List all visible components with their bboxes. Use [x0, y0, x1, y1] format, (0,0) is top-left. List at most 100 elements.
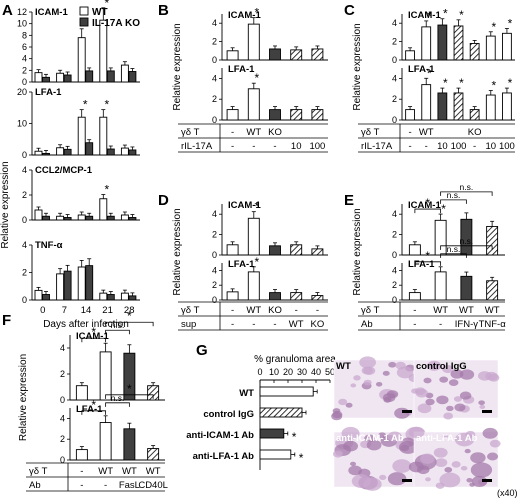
subplot-title: LFA-1: [408, 64, 435, 75]
table-cell: -: [408, 127, 411, 138]
bar-F-3: [147, 448, 160, 461]
table-cell: WT: [419, 127, 434, 138]
panel-B-1-ytick-label: 4: [212, 73, 217, 83]
panel-a-0-ytick-label: 2: [22, 65, 27, 75]
histology-texture: [454, 432, 475, 447]
legend-ko-swatch: [79, 17, 89, 27]
bar-D-3: [290, 244, 303, 256]
histology-texture: [420, 453, 435, 464]
bar-WT: [120, 292, 129, 301]
subplot-title: ICAM-1: [408, 10, 441, 21]
table-cell: 10: [437, 141, 448, 152]
panel-letter-B: B: [158, 2, 169, 19]
bar-IL-17A KO: [85, 265, 94, 301]
category-label: control IgG: [203, 409, 254, 420]
bar-WT: [56, 72, 65, 83]
histology-texture: [395, 361, 406, 370]
bar-G-0: [259, 386, 314, 397]
bar-IL-17A KO: [106, 294, 115, 301]
histology-texture: [446, 405, 454, 412]
bar-C-3: [453, 25, 464, 61]
histology-texture: [425, 477, 431, 482]
subplot-title: LFA-1: [408, 259, 435, 270]
histology-texture: [425, 398, 435, 406]
histology-texture: [363, 379, 372, 386]
table-cell: WT: [122, 466, 137, 477]
bracket-label: *: [91, 325, 96, 339]
histology-texture: [411, 388, 419, 394]
panel-a-2-ytick-label: 4: [22, 165, 27, 175]
significance-star: *: [254, 255, 259, 269]
histology-texture: [394, 407, 410, 419]
bar-F-1: [99, 351, 112, 401]
bar-D-0: [226, 244, 239, 256]
table-cell: 100: [451, 141, 467, 152]
table-cell: WT: [289, 319, 304, 330]
bar-C-2: [437, 24, 448, 61]
histology-texture: [479, 404, 486, 409]
bar-WT: [77, 116, 86, 156]
significance-star: *: [459, 76, 464, 90]
histology-texture: [396, 366, 414, 379]
table-cell: -: [231, 141, 234, 152]
panel-F-0-ytick-label: 4: [60, 343, 65, 353]
significance-star: *: [443, 7, 448, 21]
significance-bracket: [440, 199, 467, 204]
bar-B-0: [226, 50, 239, 61]
panel-D-1-ytick-label: 4: [212, 265, 217, 275]
panel-letter-C: C: [344, 2, 355, 19]
bracket-label: *: [425, 249, 430, 263]
panel-D-1-ytick-label: 2: [212, 280, 217, 290]
bar-IL-17A KO: [106, 148, 115, 156]
table-row-label: sup: [181, 319, 196, 330]
bracket-label: *: [127, 309, 132, 323]
bar-B-0: [226, 109, 239, 121]
bar-B-2: [269, 109, 281, 121]
bar-WT: [120, 214, 129, 221]
magnification-label: (x40): [497, 488, 518, 498]
table-cell: CD40L: [138, 480, 168, 491]
panel-a-3-ytick-label: 2: [22, 268, 27, 278]
table-cell: -: [473, 141, 476, 152]
histology-texture: [442, 364, 454, 374]
panel-a-subplot-title: LFA-1: [35, 87, 62, 98]
bar-WT: [34, 289, 43, 301]
histology-texture: [470, 452, 486, 464]
bar-B-3: [290, 109, 303, 121]
panel-C-0-ytick-label: 2: [392, 37, 397, 47]
bar-WT: [34, 209, 43, 221]
histology-texture: [423, 377, 432, 384]
table-cell: WT: [146, 466, 161, 477]
bracket-label: n.s.: [447, 190, 461, 200]
histology-label: WT: [336, 361, 351, 372]
significance-star: *: [508, 76, 513, 90]
table-cell: -: [439, 319, 442, 330]
significance-star: *: [491, 79, 496, 93]
bar-E-2: [460, 275, 473, 301]
panel-E-1-ytick-label: 2: [392, 280, 397, 290]
panel-a-0-ytick-label: 12: [17, 7, 27, 17]
scale-bar: [482, 479, 492, 482]
histology-texture: [448, 379, 459, 387]
bar-WT: [77, 37, 86, 83]
histology-texture: [453, 396, 462, 402]
significance-bracket: [440, 191, 493, 196]
panel-letter-E: E: [344, 192, 354, 209]
x-tick-label: 21: [102, 305, 113, 316]
panel-a-subplot-title: CCL2/MCP-1: [35, 165, 93, 176]
bar-IL-17A KO: [85, 70, 94, 83]
table-cell: -: [316, 305, 319, 316]
bracket-label: n.s.: [447, 244, 461, 254]
bar-B-4: [311, 109, 324, 121]
subplot-title: ICAM-1: [228, 10, 261, 21]
bar-G-2: [259, 428, 285, 439]
histology-texture: [341, 426, 360, 440]
histology-texture: [392, 459, 412, 473]
panel-a-subplot-title: TNF-α: [35, 240, 63, 251]
significance-bracket: [440, 253, 467, 258]
table-cell: -: [413, 305, 416, 316]
panel-a-0-ytick-label: 10: [17, 19, 27, 29]
panel-a-0-ytick-label: 0: [22, 77, 27, 87]
histology-texture: [443, 412, 454, 420]
ylabel-D: Relative expression: [172, 208, 183, 295]
